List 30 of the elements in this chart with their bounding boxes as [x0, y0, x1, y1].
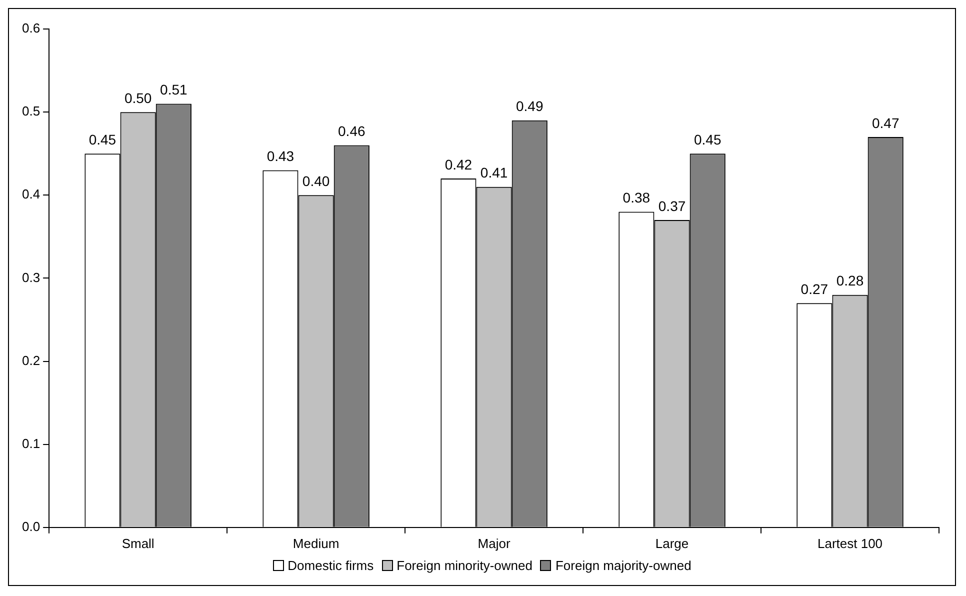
data-label: 0.28	[836, 272, 864, 289]
data-label: 0.27	[800, 280, 828, 297]
data-label: 0.37	[658, 198, 686, 214]
data-label: 0.42	[444, 156, 472, 172]
text: Domestic firms	[288, 558, 374, 573]
data-label: 0.45	[694, 131, 722, 148]
legend-label: Foreign minority-owned	[396, 558, 532, 573]
data-label: 0.51	[160, 82, 188, 98]
x-tick-label: Medium	[292, 536, 340, 551]
data-label: 0.43	[266, 148, 294, 164]
y-tick-label: 0.1	[22, 436, 40, 451]
y-tick-label: 0.4	[22, 186, 40, 202]
data-label: 0.40	[302, 172, 330, 189]
data-label: 0.49	[516, 98, 544, 114]
data-label: 0.47	[872, 114, 900, 131]
data-label: 0.45	[88, 131, 116, 148]
legend-label: Foreign majority-owned	[555, 558, 692, 573]
y-tick-label: 0.6	[22, 20, 40, 36]
data-label: 0.38	[622, 190, 650, 206]
x-tick-label: Lartest 100	[817, 536, 883, 551]
y-tick-label: 0.5	[22, 104, 40, 119]
data-label: 0.46	[338, 123, 366, 140]
y-tick-label: 0.3	[22, 270, 40, 285]
x-tick-label: Small	[122, 536, 154, 551]
x-tick-label: Large	[655, 536, 689, 551]
y-tick-label: 0.2	[22, 352, 40, 368]
x-tick-label: Major	[478, 536, 511, 551]
data-label: 0.50	[124, 90, 152, 106]
data-label: 0.41	[480, 164, 508, 181]
y-tick-label: 0.0	[22, 518, 40, 534]
